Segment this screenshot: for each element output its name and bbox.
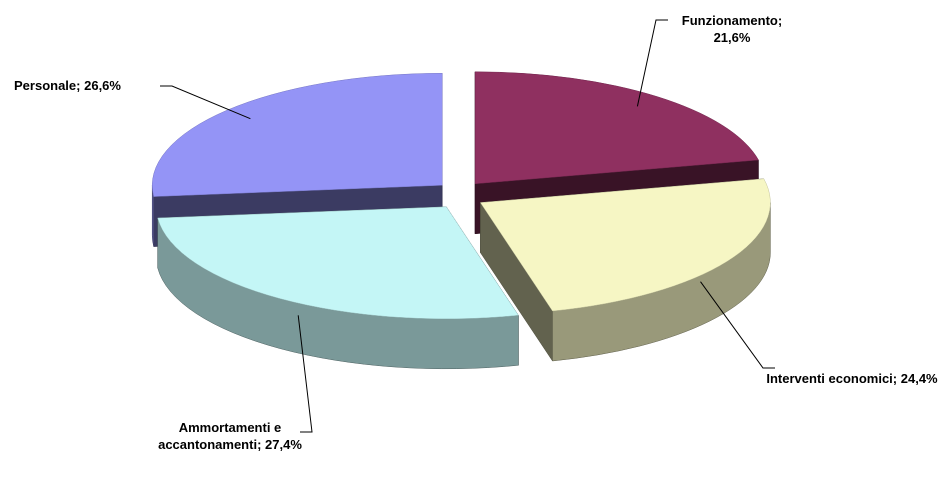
slice (157, 205, 519, 370)
leader-line (160, 85, 251, 120)
slice-top (479, 178, 771, 312)
value-label: 21,6% (713, 30, 751, 45)
value-label: 24,4% (900, 371, 938, 386)
leader-line (297, 315, 313, 433)
category-label: Personale; (14, 78, 81, 93)
data-label: Interventi economici; 24,4% (752, 370, 942, 387)
value-label: 26,6% (84, 78, 121, 93)
value-label: 27,4% (265, 437, 302, 452)
data-label: Funzionamento; 21,6% (672, 12, 792, 46)
data-label: Ammortamenti e accantonamenti; 27,4% (150, 419, 310, 453)
leader-line (700, 281, 775, 369)
slice-top (157, 206, 519, 320)
category-label: Funzionamento; (681, 13, 783, 28)
leader-line (636, 19, 668, 107)
slice-top (474, 71, 759, 185)
data-label: Personale; 26,6% (14, 77, 214, 94)
category-label: Ammortamenti e accantonamenti; (158, 420, 282, 452)
category-label: Interventi economici; (766, 371, 898, 386)
slice (479, 178, 771, 362)
slice-top (151, 73, 443, 197)
